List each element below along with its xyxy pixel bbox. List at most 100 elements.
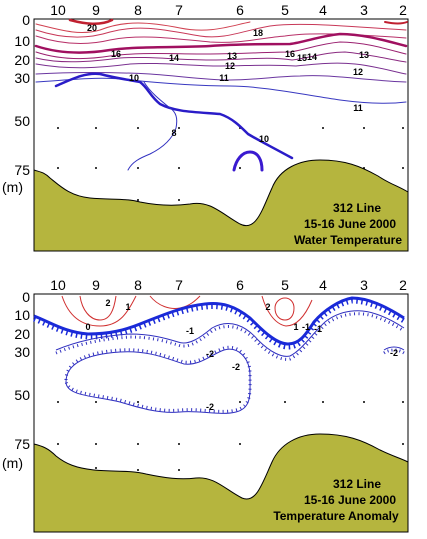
contour-12 (35, 72, 407, 83)
sample-point (322, 401, 324, 403)
contour-13 (35, 62, 407, 75)
contour-label: 2 (105, 298, 110, 308)
contour-label: 1 (293, 322, 298, 332)
sample-point (57, 167, 59, 169)
contour-label: 13 (359, 50, 369, 60)
contour-14 (35, 51, 407, 63)
depth-label: 50 (14, 387, 30, 403)
depth-label: 20 (14, 326, 30, 342)
contour-10 (54, 72, 294, 160)
sample-point (178, 469, 180, 471)
sample-point (57, 127, 59, 129)
station-labels-top: 10 9 8 7 6 5 4 3 2 (50, 2, 407, 18)
water-temperature-panel: 10 9 8 7 6 5 4 3 2 0 10 20 30 50 75 (m) (2, 2, 409, 252)
contour-15 (35, 41, 407, 60)
contour-label: 18 (253, 28, 263, 38)
temperature-anomaly-panel: 10 9 8 7 6 5 4 3 2 0 10 20 30 50 75 (m) (2, 277, 409, 533)
depth-label: 10 (14, 307, 30, 323)
station-label: 4 (319, 2, 327, 18)
warm-contours-top (34, 18, 408, 83)
caption-bottom: 312 Line 15-16 June 2000 Temperature Ano… (273, 477, 399, 523)
sample-point (137, 443, 139, 445)
caption-line: 15-16 June 2000 (304, 493, 396, 507)
caption-line: Water Temperature (294, 233, 402, 247)
contour-label: 8 (171, 128, 176, 138)
contour-label: 20 (87, 23, 97, 33)
contour-label: -1 (186, 326, 194, 336)
depth-label: 20 (14, 52, 30, 68)
sample-point (178, 127, 180, 129)
depth-labels-top: 0 10 20 30 50 75 (m) (2, 12, 30, 195)
sample-point (178, 443, 180, 445)
contour-label: -2 (206, 349, 214, 359)
sample-point (402, 401, 404, 403)
caption-line: 312 Line (333, 477, 381, 491)
contour-label: -2 (206, 402, 214, 412)
contour-label: -1 (314, 324, 322, 334)
contour-label: -2 (390, 348, 398, 358)
station-label: 10 (50, 277, 66, 293)
contour-label: 14 (169, 53, 179, 63)
sample-point (95, 401, 97, 403)
contour-label: 0 (85, 322, 90, 332)
depth-labels-bottom: 0 10 20 30 50 75 (m) (2, 289, 30, 471)
sample-point (402, 443, 404, 445)
sample-point (57, 401, 59, 403)
caption-line: Temperature Anomaly (273, 509, 399, 523)
station-label: 9 (92, 2, 100, 18)
sample-point (239, 443, 241, 445)
contour-16 (34, 32, 408, 54)
station-label: 2 (399, 277, 407, 293)
depth-unit-label: (m) (2, 455, 23, 471)
contour-0-hatching (33, 298, 406, 350)
depth-label: 50 (14, 113, 30, 129)
contour-minus-1 (55, 310, 405, 357)
station-label: 7 (175, 2, 183, 18)
contour-20 (68, 18, 114, 25)
station-label: 4 (319, 277, 327, 293)
contour-1-right (261, 295, 313, 327)
contour-8 (127, 81, 178, 171)
zero-contour (33, 296, 406, 350)
contour-minus-2-right (383, 346, 405, 351)
negative-anomaly-contours (55, 310, 405, 414)
depth-label: 10 (14, 33, 30, 49)
sample-point (137, 127, 139, 129)
contour-labels-bottom: 2 1 0 2 1 -1 -2 -2 -2 -1 -1 -2 (85, 298, 398, 412)
sample-point (95, 467, 97, 469)
sample-point (57, 443, 59, 445)
station-label: 7 (175, 277, 183, 293)
sample-point (322, 127, 324, 129)
contour-19 (35, 21, 251, 33)
sample-point (402, 167, 404, 169)
contour-2-ring (274, 297, 295, 321)
contour-label: -2 (232, 362, 240, 372)
seafloor (33, 159, 409, 252)
contour-label: 12 (353, 67, 363, 77)
sample-point (137, 469, 139, 471)
station-label: 3 (360, 277, 368, 293)
contour-label: 2 (265, 302, 270, 312)
depth-label: 0 (22, 289, 30, 305)
sample-point (239, 401, 241, 403)
contour-label: 16 (285, 49, 295, 59)
contour-1 (61, 295, 137, 327)
sample-point (95, 127, 97, 129)
contour-label: 10 (259, 134, 269, 144)
sample-point (363, 401, 365, 403)
sample-point (402, 127, 404, 129)
sample-point (137, 401, 139, 403)
sample-point (239, 167, 241, 169)
station-labels-bottom: 10 9 8 7 6 5 4 3 2 (50, 277, 407, 293)
sample-point (178, 199, 180, 201)
station-label: 2 (399, 2, 407, 18)
depth-label: 75 (14, 162, 30, 178)
depth-label: 30 (14, 70, 30, 86)
contour-label: 15 (297, 53, 307, 63)
contour-17 (35, 33, 407, 44)
depth-label: 30 (14, 344, 30, 360)
depth-unit-label: (m) (2, 179, 23, 195)
contour-20-right (384, 21, 408, 25)
seafloor (33, 433, 409, 533)
